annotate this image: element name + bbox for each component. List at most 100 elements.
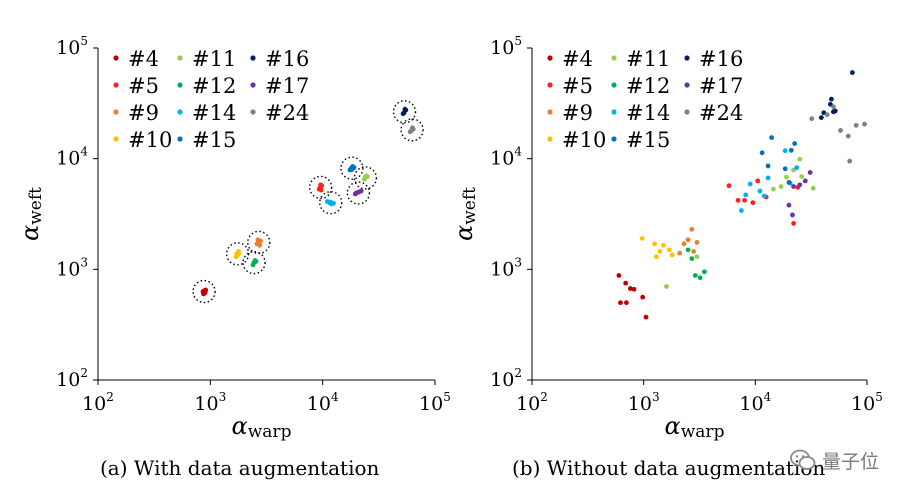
data-point xyxy=(847,158,853,164)
legend-marker-5 xyxy=(113,82,119,88)
series-5 xyxy=(726,178,801,226)
y-tick-label: 104 xyxy=(490,145,522,170)
data-point xyxy=(402,106,408,112)
data-point xyxy=(755,178,761,184)
data-point xyxy=(657,249,663,254)
cluster-circle xyxy=(308,175,333,200)
data-point xyxy=(778,184,784,189)
data-point xyxy=(757,188,763,194)
data-point xyxy=(743,192,749,198)
legend-marker-24 xyxy=(250,109,256,115)
legend-label-11: #11 xyxy=(192,47,236,71)
series-11 xyxy=(664,156,816,289)
data-point xyxy=(643,314,649,320)
data-point xyxy=(407,129,413,135)
data-point xyxy=(689,256,695,262)
legend: #4 #5 #9 #10 #11 #12 #14 #15 #16 #17 #24 xyxy=(547,47,743,152)
legend-marker-10 xyxy=(113,136,119,142)
data-point xyxy=(769,135,775,141)
data-point xyxy=(759,150,765,156)
y-tick-label: 105 xyxy=(56,34,88,59)
x-tick-label: 102 xyxy=(516,390,548,415)
data-point xyxy=(257,242,263,248)
cluster-circle xyxy=(242,250,266,275)
data-point xyxy=(652,241,657,247)
data-point xyxy=(660,242,666,248)
y-tick-label: 105 xyxy=(490,34,522,59)
series-4 xyxy=(616,273,649,320)
x-tick-label: 103 xyxy=(628,390,660,415)
series-15 xyxy=(759,135,798,185)
data-point xyxy=(653,254,659,260)
cluster-circle xyxy=(400,118,424,142)
data-point xyxy=(807,170,813,175)
data-point xyxy=(726,183,732,189)
legend-marker-4 xyxy=(547,55,553,61)
legend-label-5: #5 xyxy=(562,74,593,98)
legend-marker-5 xyxy=(547,82,553,88)
data-point xyxy=(618,300,623,306)
legend: #4 #5 #9 #10 #11 #12 #14 #15 #16 #17 #24 xyxy=(113,47,309,152)
legend-marker-15 xyxy=(611,136,617,142)
data-point xyxy=(694,254,700,260)
data-point xyxy=(640,294,646,300)
legend-label-16: #16 xyxy=(265,47,309,71)
legend-label-14: #14 xyxy=(626,101,670,125)
data-point xyxy=(770,186,776,192)
data-point xyxy=(797,156,803,162)
caption-b: (b) Without data augmentation xyxy=(512,456,826,480)
series-15 xyxy=(340,156,364,180)
y-axis-title: αweft xyxy=(450,187,480,241)
data-point xyxy=(786,202,792,208)
data-point xyxy=(623,300,629,306)
data-point xyxy=(765,163,771,169)
legend-marker-16 xyxy=(684,55,690,61)
series-4 xyxy=(192,279,216,304)
legend-label-11: #11 xyxy=(626,47,670,71)
legend-label-17: #17 xyxy=(265,74,309,98)
data-point xyxy=(694,240,700,245)
data-point xyxy=(829,96,834,102)
x-axis-title: αwarp xyxy=(665,412,725,442)
series-9 xyxy=(677,226,700,256)
series-16 xyxy=(392,100,417,124)
legend-marker-9 xyxy=(547,109,553,115)
data-point xyxy=(832,108,838,114)
data-point xyxy=(792,141,798,146)
series-14 xyxy=(319,191,343,215)
legend-label-12: #12 xyxy=(626,74,670,98)
legend-marker-10 xyxy=(547,136,553,142)
data-point xyxy=(631,286,637,292)
plot-panel-b: 102 103 104 105 102 103 104 105 αwarp αweft #4 #5 #9… xyxy=(450,34,883,442)
data-point xyxy=(234,251,240,257)
data-point xyxy=(623,280,629,286)
data-point xyxy=(782,148,788,154)
data-point xyxy=(818,115,824,121)
data-point xyxy=(797,182,803,188)
legend-label-14: #14 xyxy=(192,101,236,125)
caption-a: (a) With data augmentation xyxy=(100,456,380,480)
legend-label-24: #24 xyxy=(265,101,309,125)
watermark-text: 量子位 xyxy=(822,450,880,473)
legend-marker-11 xyxy=(177,55,183,61)
data-point xyxy=(616,273,622,278)
x-tick-label: 103 xyxy=(194,390,226,415)
data-point xyxy=(747,181,753,187)
data-point xyxy=(786,180,792,185)
data-point xyxy=(363,173,369,179)
data-point xyxy=(702,269,707,275)
data-point xyxy=(410,125,415,131)
data-point xyxy=(853,122,859,128)
data-point xyxy=(791,221,796,226)
legend-label-15: #15 xyxy=(626,128,670,152)
data-point xyxy=(830,104,836,110)
series-11 xyxy=(353,166,378,190)
data-point xyxy=(318,187,324,193)
data-point xyxy=(802,178,808,184)
legend-marker-24 xyxy=(684,109,690,115)
series-24 xyxy=(809,104,867,164)
y-axis-title: αweft xyxy=(16,187,46,241)
series-10 xyxy=(225,242,250,266)
legend-marker-11 xyxy=(611,55,617,61)
